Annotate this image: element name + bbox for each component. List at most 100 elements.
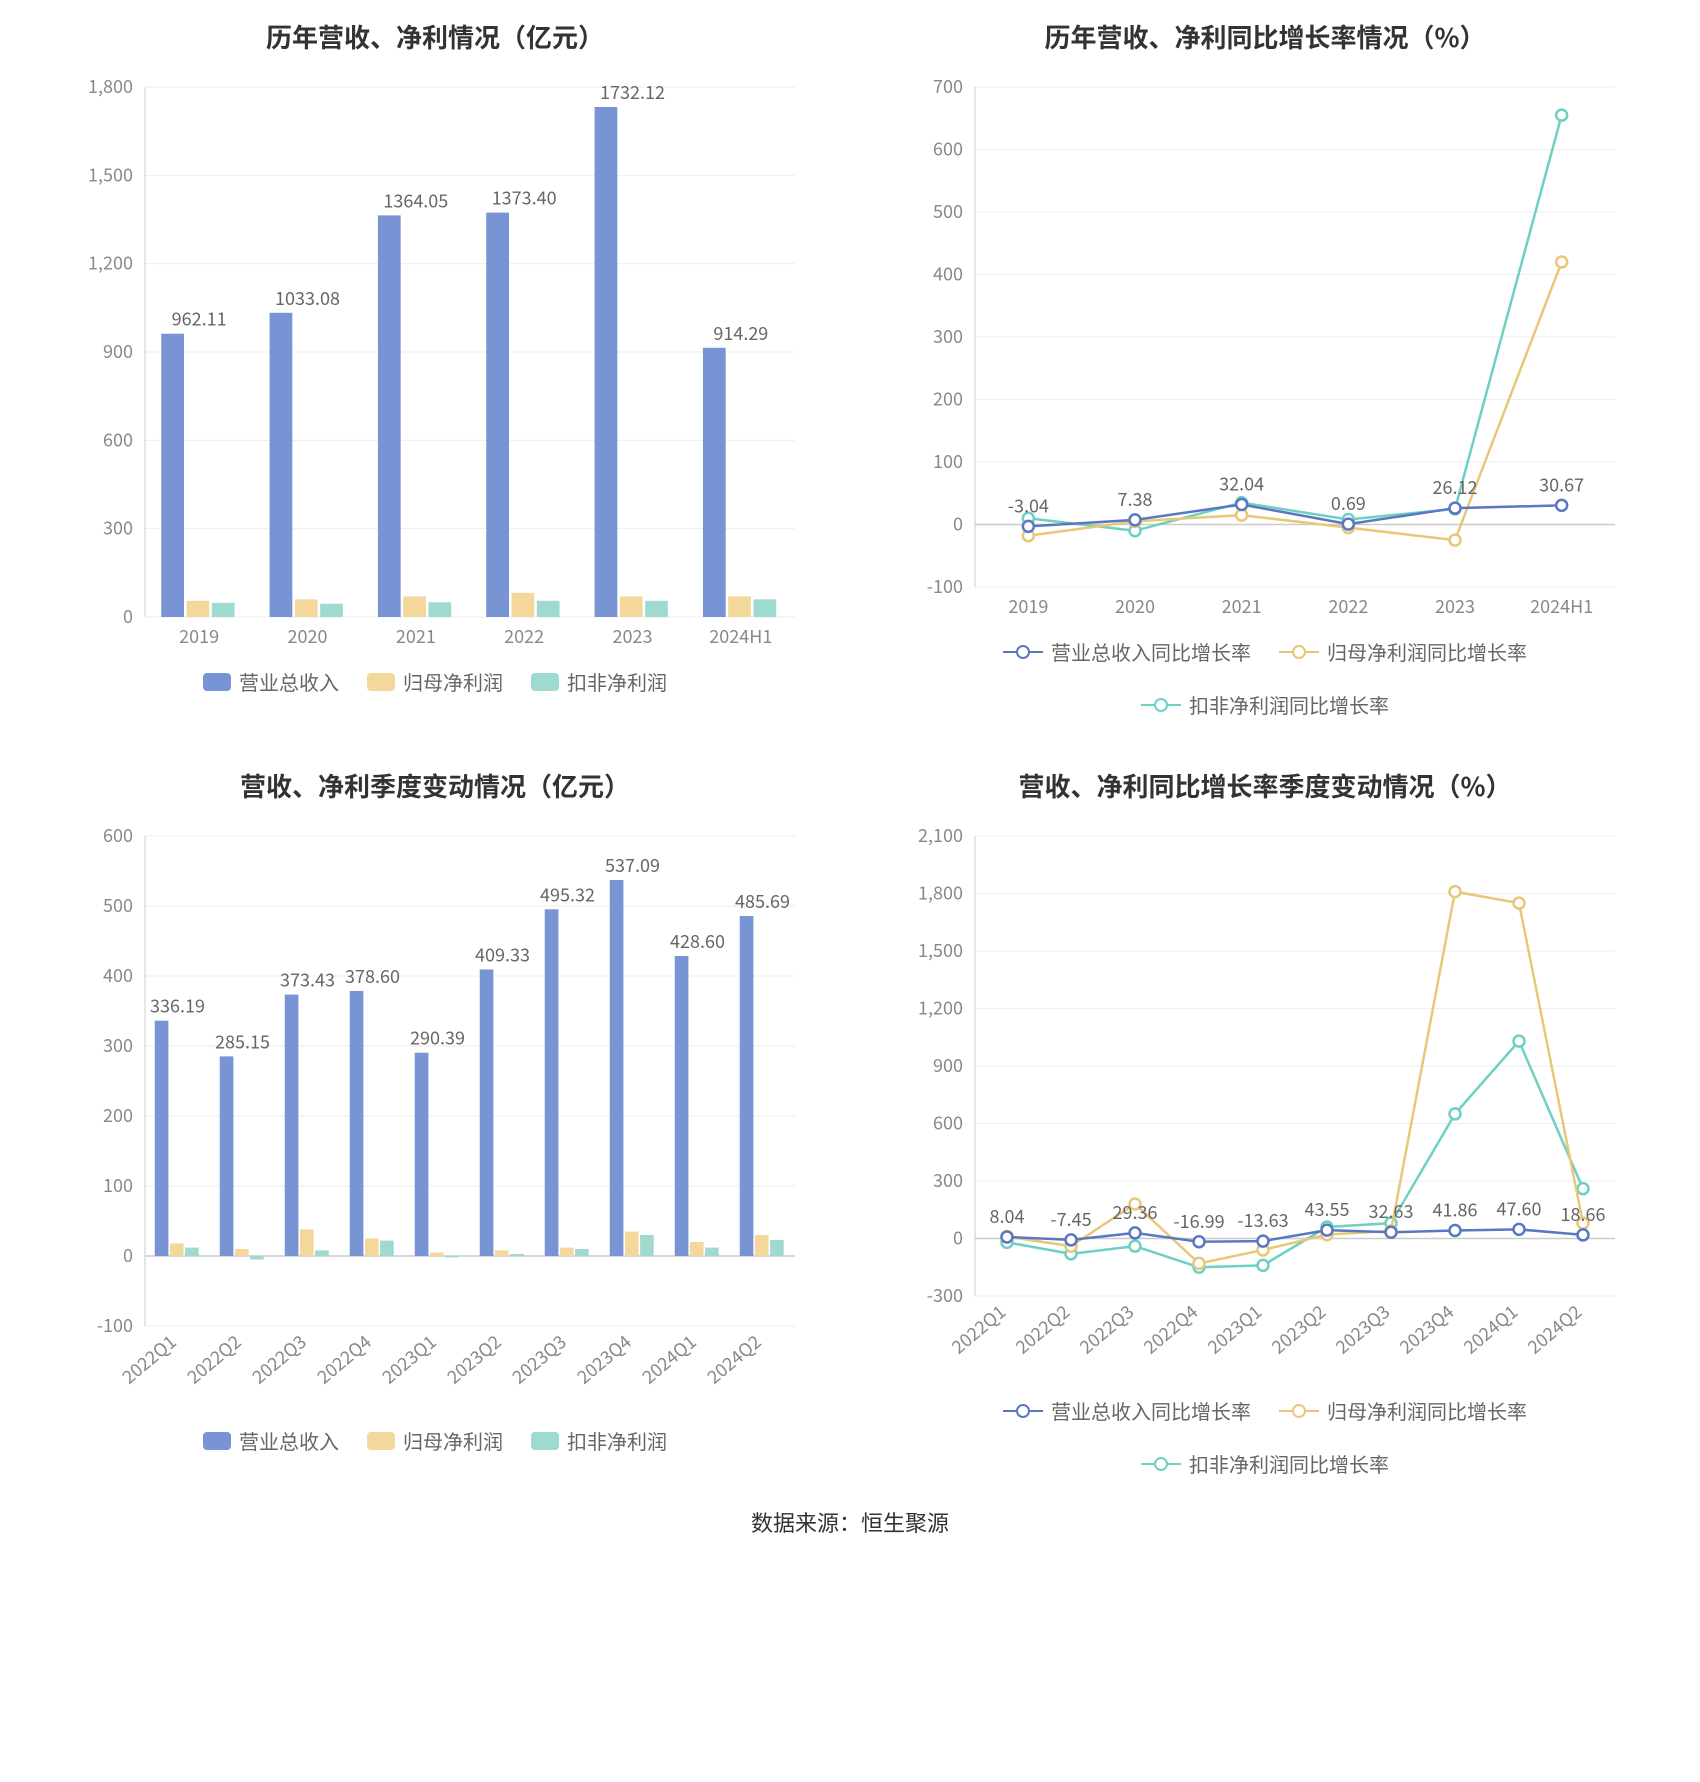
svg-text:1,200: 1,200	[88, 250, 133, 276]
legend-line-swatch	[1141, 1457, 1181, 1471]
svg-text:32.63: 32.63	[1369, 1198, 1414, 1224]
legend-item: 扣非净利润同比增长率	[1141, 690, 1389, 719]
svg-text:200: 200	[103, 1102, 133, 1128]
legend-item: 归母净利润	[367, 667, 503, 696]
legend-swatch	[531, 1432, 559, 1450]
legend-item: 扣非净利润同比增长率	[1141, 1449, 1389, 1478]
legend-item: 营业总收入同比增长率	[1003, 637, 1251, 666]
chart1-legend: 营业总收入 归母净利润 扣非净利润	[203, 667, 667, 696]
svg-text:2023Q2: 2023Q2	[1266, 1299, 1331, 1360]
svg-text:2024Q1: 2024Q1	[1458, 1299, 1523, 1360]
legend-line-swatch	[1003, 645, 1043, 659]
legend-item: 归母净利润同比增长率	[1279, 637, 1527, 666]
svg-text:2019: 2019	[1008, 593, 1048, 619]
svg-text:1033.08: 1033.08	[275, 285, 340, 311]
chart4-title: 营收、净利同比增长率季度变动情况（%）	[1018, 767, 1511, 804]
svg-text:400: 400	[933, 261, 963, 287]
svg-text:2024Q1: 2024Q1	[636, 1329, 701, 1390]
svg-text:2021: 2021	[396, 623, 436, 649]
svg-text:495.32: 495.32	[540, 881, 595, 907]
legend-line-swatch	[1279, 645, 1319, 659]
svg-text:41.86: 41.86	[1433, 1196, 1478, 1222]
legend-label: 归母净利润	[403, 1426, 503, 1455]
svg-text:-300: -300	[927, 1282, 963, 1308]
svg-text:409.33: 409.33	[475, 941, 530, 967]
svg-text:0: 0	[123, 603, 133, 629]
svg-text:500: 500	[933, 198, 963, 224]
svg-text:2024Q2: 2024Q2	[1522, 1299, 1587, 1360]
chart-grid: 历年营收、净利情况（亿元） 0 300 600 900 1,200 1,500 1,800 2…	[40, 10, 1660, 1478]
svg-text:2022Q4: 2022Q4	[311, 1329, 376, 1390]
svg-text:900: 900	[933, 1052, 963, 1078]
svg-text:2023Q3: 2023Q3	[1330, 1299, 1395, 1360]
svg-text:900: 900	[103, 338, 133, 364]
panel-annual-growth: 历年营收、净利同比增长率情况（%） -100010020030040050060…	[870, 10, 1660, 719]
svg-text:2023Q4: 2023Q4	[1394, 1299, 1459, 1360]
svg-text:43.55: 43.55	[1305, 1196, 1350, 1222]
legend-swatch	[367, 1432, 395, 1450]
svg-text:300: 300	[933, 323, 963, 349]
legend-item: 营业总收入同比增长率	[1003, 1396, 1251, 1425]
legend-line-swatch	[1003, 1404, 1043, 1418]
svg-text:1732.12: 1732.12	[600, 79, 665, 105]
svg-text:-100: -100	[927, 573, 963, 599]
svg-text:428.60: 428.60	[670, 928, 725, 954]
svg-text:600: 600	[933, 1110, 963, 1136]
legend-item: 扣非净利润	[531, 667, 667, 696]
svg-text:700: 700	[933, 73, 963, 99]
legend-label: 营业总收入	[239, 1426, 339, 1455]
legend-item: 归母净利润同比增长率	[1279, 1396, 1527, 1425]
svg-text:2022: 2022	[504, 623, 544, 649]
svg-text:914.29: 914.29	[713, 320, 768, 346]
svg-text:600: 600	[103, 822, 133, 848]
svg-text:2022Q4: 2022Q4	[1138, 1299, 1203, 1360]
svg-text:-3.04: -3.04	[1008, 492, 1049, 518]
panel-quarterly-growth: 营收、净利同比增长率季度变动情况（%） -30003006009001,2001…	[870, 759, 1660, 1478]
legend-swatch	[531, 673, 559, 691]
svg-text:300: 300	[933, 1167, 963, 1193]
svg-text:2023Q4: 2023Q4	[571, 1329, 636, 1390]
chart3-svg: -10001002003004005006002022Q1336.192022Q…	[55, 816, 815, 1416]
svg-text:2022Q2: 2022Q2	[1010, 1299, 1075, 1360]
svg-text:1,800: 1,800	[918, 880, 963, 906]
svg-text:2020: 2020	[1115, 593, 1155, 619]
panel-annual-revenue: 历年营收、净利情况（亿元） 03006009001,2001,5001,8002…	[40, 10, 830, 719]
chart2-title: 历年营收、净利同比增长率情况（%）	[1044, 18, 1485, 55]
legend-label: 营业总收入同比增长率	[1051, 637, 1251, 666]
svg-text:26.12: 26.12	[1433, 474, 1478, 500]
svg-text:2024H1: 2024H1	[709, 623, 772, 649]
svg-text:300: 300	[103, 1032, 133, 1058]
legend-label: 归母净利润同比增长率	[1327, 637, 1527, 666]
legend-item: 扣非净利润	[531, 1426, 667, 1455]
legend-swatch	[203, 1432, 231, 1450]
legend-item: 归母净利润	[367, 1426, 503, 1455]
page-root: 历年营收、净利情况（亿元） 0 300 600 900 1,200 1,500 1,800 2…	[0, 0, 1700, 1568]
chart2-svg: -100010020030040050060070020192020202120…	[885, 67, 1645, 627]
svg-text:8.04: 8.04	[990, 1203, 1025, 1229]
svg-text:336.19: 336.19	[150, 993, 205, 1019]
legend-label: 归母净利润同比增长率	[1327, 1396, 1527, 1425]
svg-text:2,100: 2,100	[918, 822, 963, 848]
svg-text:378.60: 378.60	[345, 963, 400, 989]
svg-text:2024H1: 2024H1	[1530, 593, 1593, 619]
chart4-svg: -30003006009001,2001,5001,8002,1002022Q1…	[885, 816, 1645, 1386]
svg-text:2023: 2023	[1435, 593, 1475, 619]
legend-swatch	[367, 673, 395, 691]
svg-text:1,500: 1,500	[918, 937, 963, 963]
svg-text:2023Q1: 2023Q1	[376, 1329, 441, 1390]
svg-text:100: 100	[933, 448, 963, 474]
legend-label: 扣非净利润同比增长率	[1189, 690, 1389, 719]
svg-text:1373.40: 1373.40	[492, 185, 557, 211]
svg-text:400: 400	[103, 962, 133, 988]
svg-text:2020: 2020	[288, 623, 328, 649]
svg-text:2022Q2: 2022Q2	[181, 1329, 246, 1390]
chart1-title: 历年营收、净利情况（亿元）	[266, 18, 604, 55]
svg-text:962.11: 962.11	[172, 306, 227, 332]
svg-text:2022: 2022	[1328, 593, 1368, 619]
chart4-legend: 营业总收入同比增长率 归母净利润同比增长率 扣非净利润同比增长率	[870, 1396, 1660, 1478]
svg-text:-7.45: -7.45	[1050, 1206, 1091, 1232]
legend-item: 营业总收入	[203, 1426, 339, 1455]
svg-text:2021: 2021	[1222, 593, 1262, 619]
svg-text:0: 0	[123, 1242, 133, 1268]
legend-label: 扣非净利润同比增长率	[1189, 1449, 1389, 1478]
